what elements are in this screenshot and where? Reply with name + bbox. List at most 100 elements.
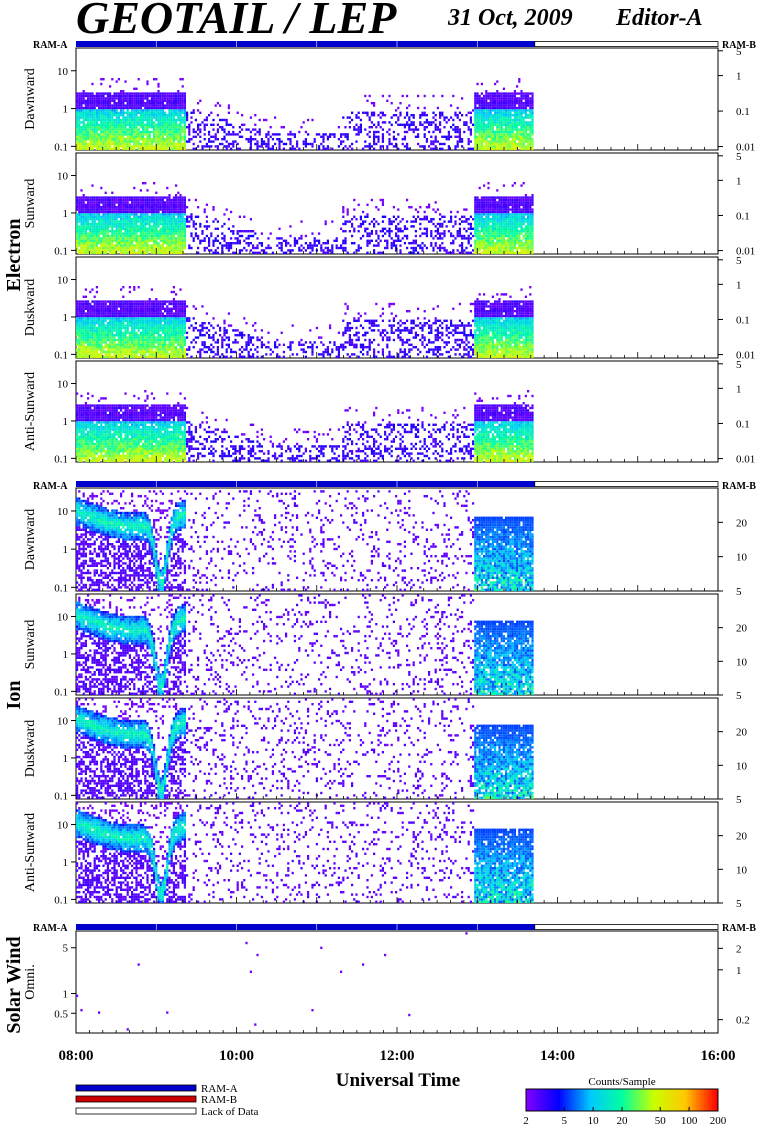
spectrogram-cell xyxy=(170,220,173,223)
spectrogram-cell xyxy=(516,145,519,148)
spectrogram-cell xyxy=(186,140,189,143)
spectrogram-cell xyxy=(500,118,503,122)
spectrogram-cell xyxy=(496,80,499,83)
spectrogram-cell xyxy=(408,126,411,129)
spectrogram-cell xyxy=(485,116,488,119)
spectrogram-cell xyxy=(157,121,160,124)
spectrogram-cell xyxy=(146,111,149,114)
spectrogram-cell xyxy=(494,147,497,150)
spectrogram-cell xyxy=(120,140,123,143)
spectrogram-cell xyxy=(485,220,488,223)
spectrogram-cell xyxy=(397,123,400,126)
spectrogram-cell xyxy=(531,138,534,141)
spectrogram-cell xyxy=(509,244,512,247)
spectrogram-cell xyxy=(388,227,391,230)
spectrogram-cell xyxy=(124,239,127,242)
spectrogram-cell xyxy=(106,92,109,95)
spectrogram-cell xyxy=(91,206,94,209)
spectrogram-cell xyxy=(93,123,96,126)
spectrogram-cell xyxy=(445,138,448,141)
spectrogram-cell xyxy=(509,97,512,100)
spectrogram-cell xyxy=(137,102,140,105)
spectrogram-cell xyxy=(489,213,492,216)
spectrogram-cell xyxy=(155,215,158,218)
spectrogram-cell xyxy=(216,128,219,131)
spectrogram-cell xyxy=(271,145,274,148)
spectrogram-cell xyxy=(124,97,127,100)
spectrogram-cell xyxy=(324,222,327,226)
spectrogram-cell xyxy=(137,218,140,221)
spectrogram-cell xyxy=(216,239,219,242)
spectrogram-cell xyxy=(478,218,481,221)
spectrogram-cell xyxy=(104,128,107,131)
spectrogram-cell xyxy=(463,249,466,252)
spectrogram-cell xyxy=(148,145,151,148)
spectrogram-cell xyxy=(115,196,118,199)
spectrogram-cell xyxy=(298,237,301,240)
spectrogram-cell xyxy=(516,213,519,216)
spectrogram-cell xyxy=(78,104,81,107)
spectrogram-cell xyxy=(267,145,270,148)
spectrogram-cell xyxy=(423,106,426,110)
spectrogram-cell xyxy=(271,133,274,136)
spectrogram-cell xyxy=(414,135,417,138)
spectrogram-cell xyxy=(410,128,413,131)
spectrogram-cell xyxy=(487,210,490,214)
spectrogram-cell xyxy=(183,234,186,238)
spectrogram-cell xyxy=(491,210,494,214)
spectrogram-cell xyxy=(476,111,479,114)
spectrogram-cell xyxy=(197,133,200,136)
spectrogram-cell xyxy=(456,230,459,233)
spectrogram-cell xyxy=(80,198,83,202)
spectrogram-cell xyxy=(278,237,281,240)
spectrogram-cell xyxy=(520,203,523,206)
spectrogram-cell xyxy=(483,225,486,228)
spectrogram-cell xyxy=(491,138,494,141)
spectrogram-cell xyxy=(269,246,272,250)
spectrogram-cell xyxy=(203,208,206,211)
spectrogram-cell xyxy=(370,239,373,242)
spectrogram-cell xyxy=(436,237,439,240)
spectrogram-cell xyxy=(120,237,123,240)
spectrogram-cell xyxy=(126,142,129,146)
spectrogram-cell xyxy=(518,138,521,141)
spectrogram-cell xyxy=(84,102,87,105)
spectrogram-cell xyxy=(124,246,127,250)
spectrogram-cell xyxy=(95,230,98,233)
spectrogram-cell xyxy=(494,99,497,102)
spectrogram-cell xyxy=(170,138,173,141)
spectrogram-cell xyxy=(87,237,90,240)
spectrogram-cell xyxy=(500,121,503,124)
spectrogram-cell xyxy=(106,102,109,105)
spectrogram-cell xyxy=(221,251,224,254)
spectrogram-cell xyxy=(377,140,380,143)
spectrogram-cell xyxy=(148,249,151,252)
spectrogram-cell xyxy=(111,251,114,254)
spectrogram-cell xyxy=(172,206,175,209)
spectrogram-cell xyxy=(128,227,131,230)
spectrogram-cell xyxy=(159,220,162,223)
spectrogram-cell xyxy=(186,118,189,122)
spectrogram-cell xyxy=(480,133,483,136)
spectrogram-cell xyxy=(126,92,129,95)
spectrogram-cell xyxy=(480,138,483,141)
spectrogram-cell xyxy=(122,225,125,228)
spectrogram-cell xyxy=(511,218,514,221)
spectrogram-cell xyxy=(177,90,180,93)
spectrogram-cell xyxy=(520,92,523,95)
spectrogram-cell xyxy=(522,142,525,146)
right-tick-label: 5 xyxy=(736,151,742,163)
spectrogram-cell xyxy=(491,230,494,233)
spectrogram-cell xyxy=(115,225,118,228)
spectrogram-cell xyxy=(494,123,497,126)
spectrogram-cell xyxy=(524,99,527,102)
spectrogram-cell xyxy=(164,196,167,199)
spectrogram-cell xyxy=(227,249,230,252)
spectrogram-cell xyxy=(91,198,94,202)
spectrogram-cell xyxy=(522,138,525,141)
spectrogram-cell xyxy=(518,123,521,126)
spectrogram-cell xyxy=(423,121,426,124)
spectrogram-cell xyxy=(179,237,182,240)
spectrogram-cell xyxy=(142,222,145,226)
spectrogram-cell xyxy=(111,99,114,102)
